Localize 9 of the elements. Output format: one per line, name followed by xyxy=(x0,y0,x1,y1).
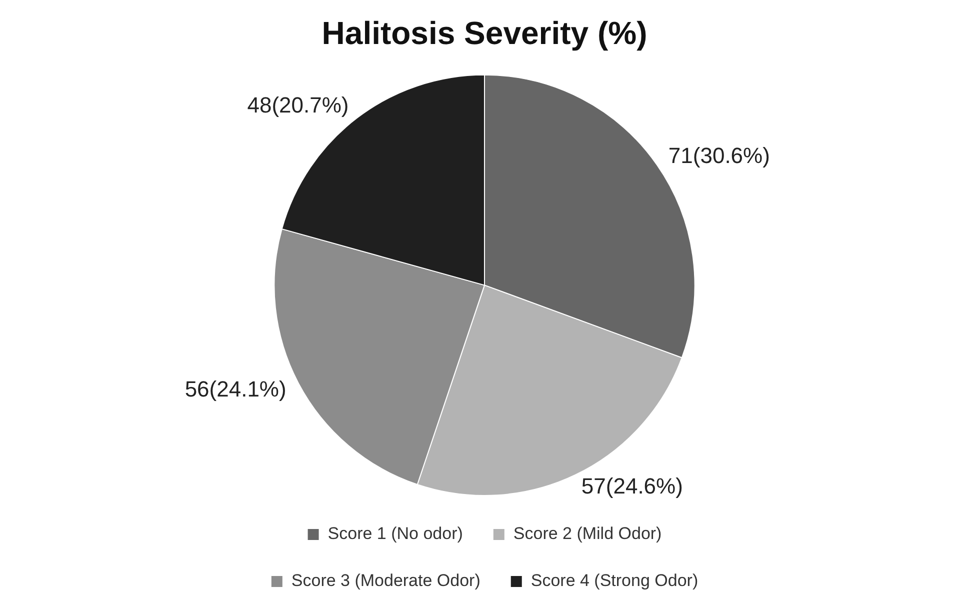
data-label: 57(24.6%) xyxy=(581,474,683,499)
chart-title: Halitosis Severity (%) xyxy=(322,15,648,52)
legend-label: Score 1 (No odor) xyxy=(328,524,463,544)
legend-label: Score 3 (Moderate Odor) xyxy=(291,571,480,590)
legend-label: Score 2 (Mild Odor) xyxy=(513,524,662,544)
legend-label: Score 4 (Strong Odor) xyxy=(530,571,698,590)
data-label: 71(30.6%) xyxy=(668,142,770,168)
data-label: 48(20.7%) xyxy=(247,92,349,118)
data-label: 56(24.1%) xyxy=(184,376,286,402)
